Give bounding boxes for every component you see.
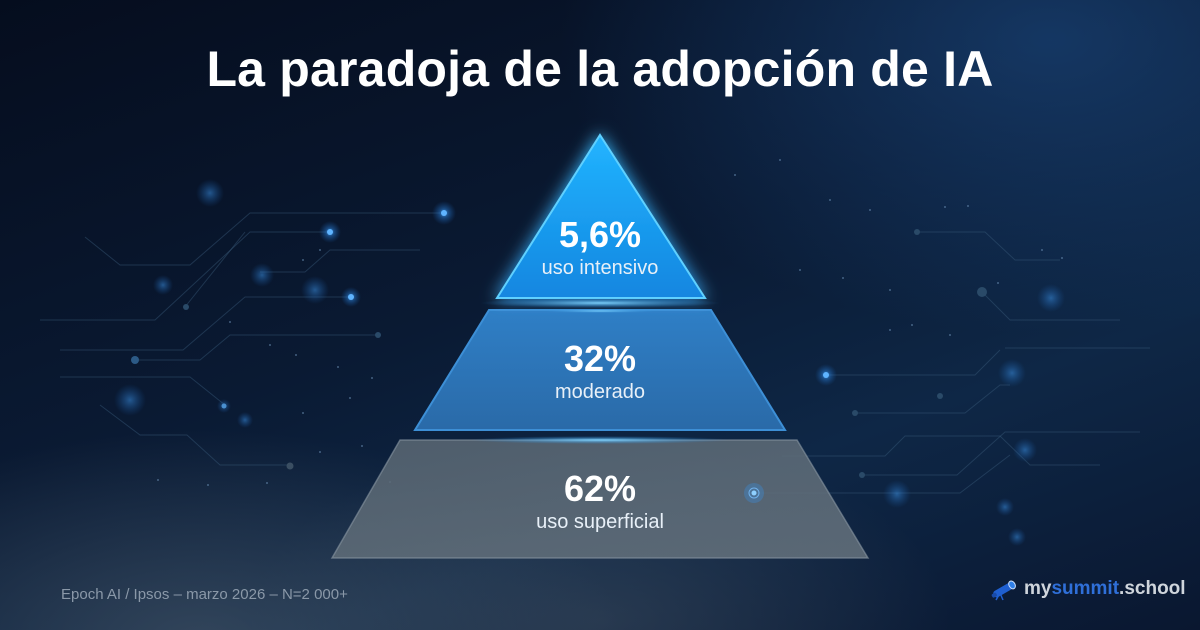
- pyramid-middle-text: 32% moderado: [450, 339, 750, 405]
- bottom-level-label: uso superficial: [536, 511, 664, 533]
- telescope-icon: [991, 580, 1016, 601]
- top-level-value: 5,6%: [558, 214, 642, 255]
- top-level-label: uso intensivo: [541, 257, 659, 279]
- pyramid-top-text: 5,6% uso intensivo: [500, 215, 700, 281]
- bottom-level-value: 62%: [563, 468, 637, 509]
- pyramid-bottom-text: 62% uso superficial: [450, 469, 750, 535]
- brand-logo[interactable]: my summit .school: [988, 577, 1186, 601]
- pyramid-level-top: [495, 133, 707, 299]
- brand-highlight: summit: [1051, 578, 1120, 599]
- brand-prefix: my: [1024, 578, 1052, 599]
- page-title: La paradoja de la adopción de IA: [206, 41, 994, 97]
- source-citation: Epoch AI / Ipsos – marzo 2026 – N=2 000+: [61, 586, 348, 603]
- middle-level-value: 32%: [563, 338, 637, 379]
- middle-level-label: moderado: [554, 381, 646, 403]
- brand-suffix: .school: [1119, 578, 1186, 599]
